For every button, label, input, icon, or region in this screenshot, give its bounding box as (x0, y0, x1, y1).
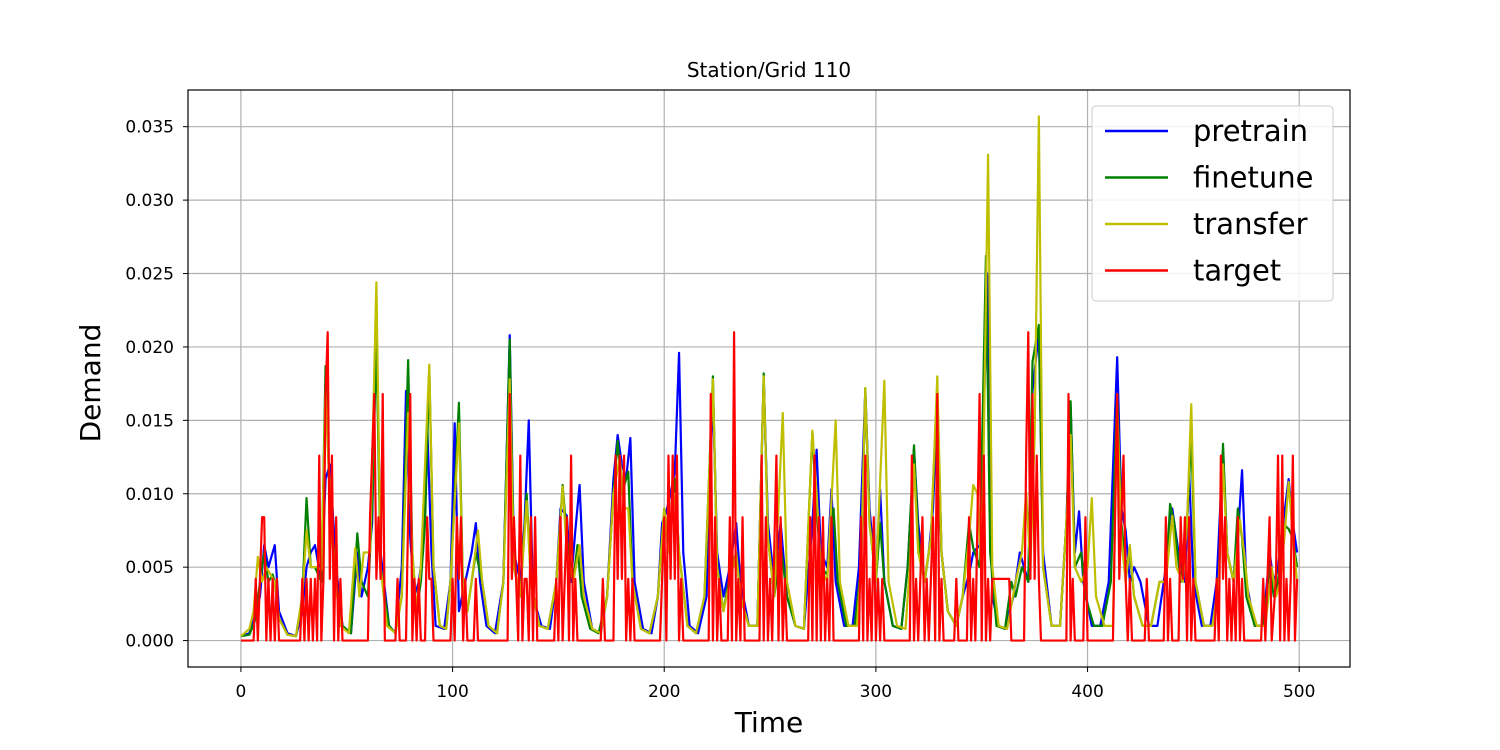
y-tick-label: 0.010 (125, 485, 174, 505)
x-tick-label: 300 (860, 682, 892, 702)
y-tick-label: 0.000 (125, 632, 174, 652)
legend: pretrain finetune transfer target (1091, 105, 1334, 302)
y-tick-label: 0.020 (125, 338, 174, 358)
x-tick-label: 500 (1283, 682, 1315, 702)
legend-label-pretrain: pretrain (1193, 114, 1308, 148)
y-tick-label: 0.030 (125, 191, 174, 211)
y-tick-label: 0.015 (125, 411, 174, 431)
legend-box (1091, 105, 1334, 302)
x-tick-label: 400 (1071, 682, 1103, 702)
x-tick-label: 0 (236, 682, 247, 702)
series-line-target (240, 331, 1299, 642)
x-axis-label: Time (734, 706, 804, 739)
y-axis-label: Demand (74, 324, 107, 443)
x-tick-label: 100 (436, 682, 468, 702)
y-axis: 0.000 0.005 0.010 0.015 0.020 0.025 0.030 0.035 (125, 118, 188, 652)
legend-label-finetune: finetune (1193, 161, 1313, 195)
plot-frame (187, 89, 1351, 668)
legend-label-target: target (1193, 254, 1281, 288)
legend-label-transfer: transfer (1193, 207, 1308, 241)
y-tick-label: 0.035 (125, 118, 174, 138)
y-tick-label: 0.005 (125, 558, 174, 578)
x-axis: 0 100 200 300 400 500 (236, 667, 1315, 702)
chart-title: Station/Grid 110 (687, 58, 851, 82)
x-tick-label: 200 (648, 682, 680, 702)
series-layer (240, 115, 1299, 642)
y-tick-label: 0.025 (125, 265, 174, 285)
